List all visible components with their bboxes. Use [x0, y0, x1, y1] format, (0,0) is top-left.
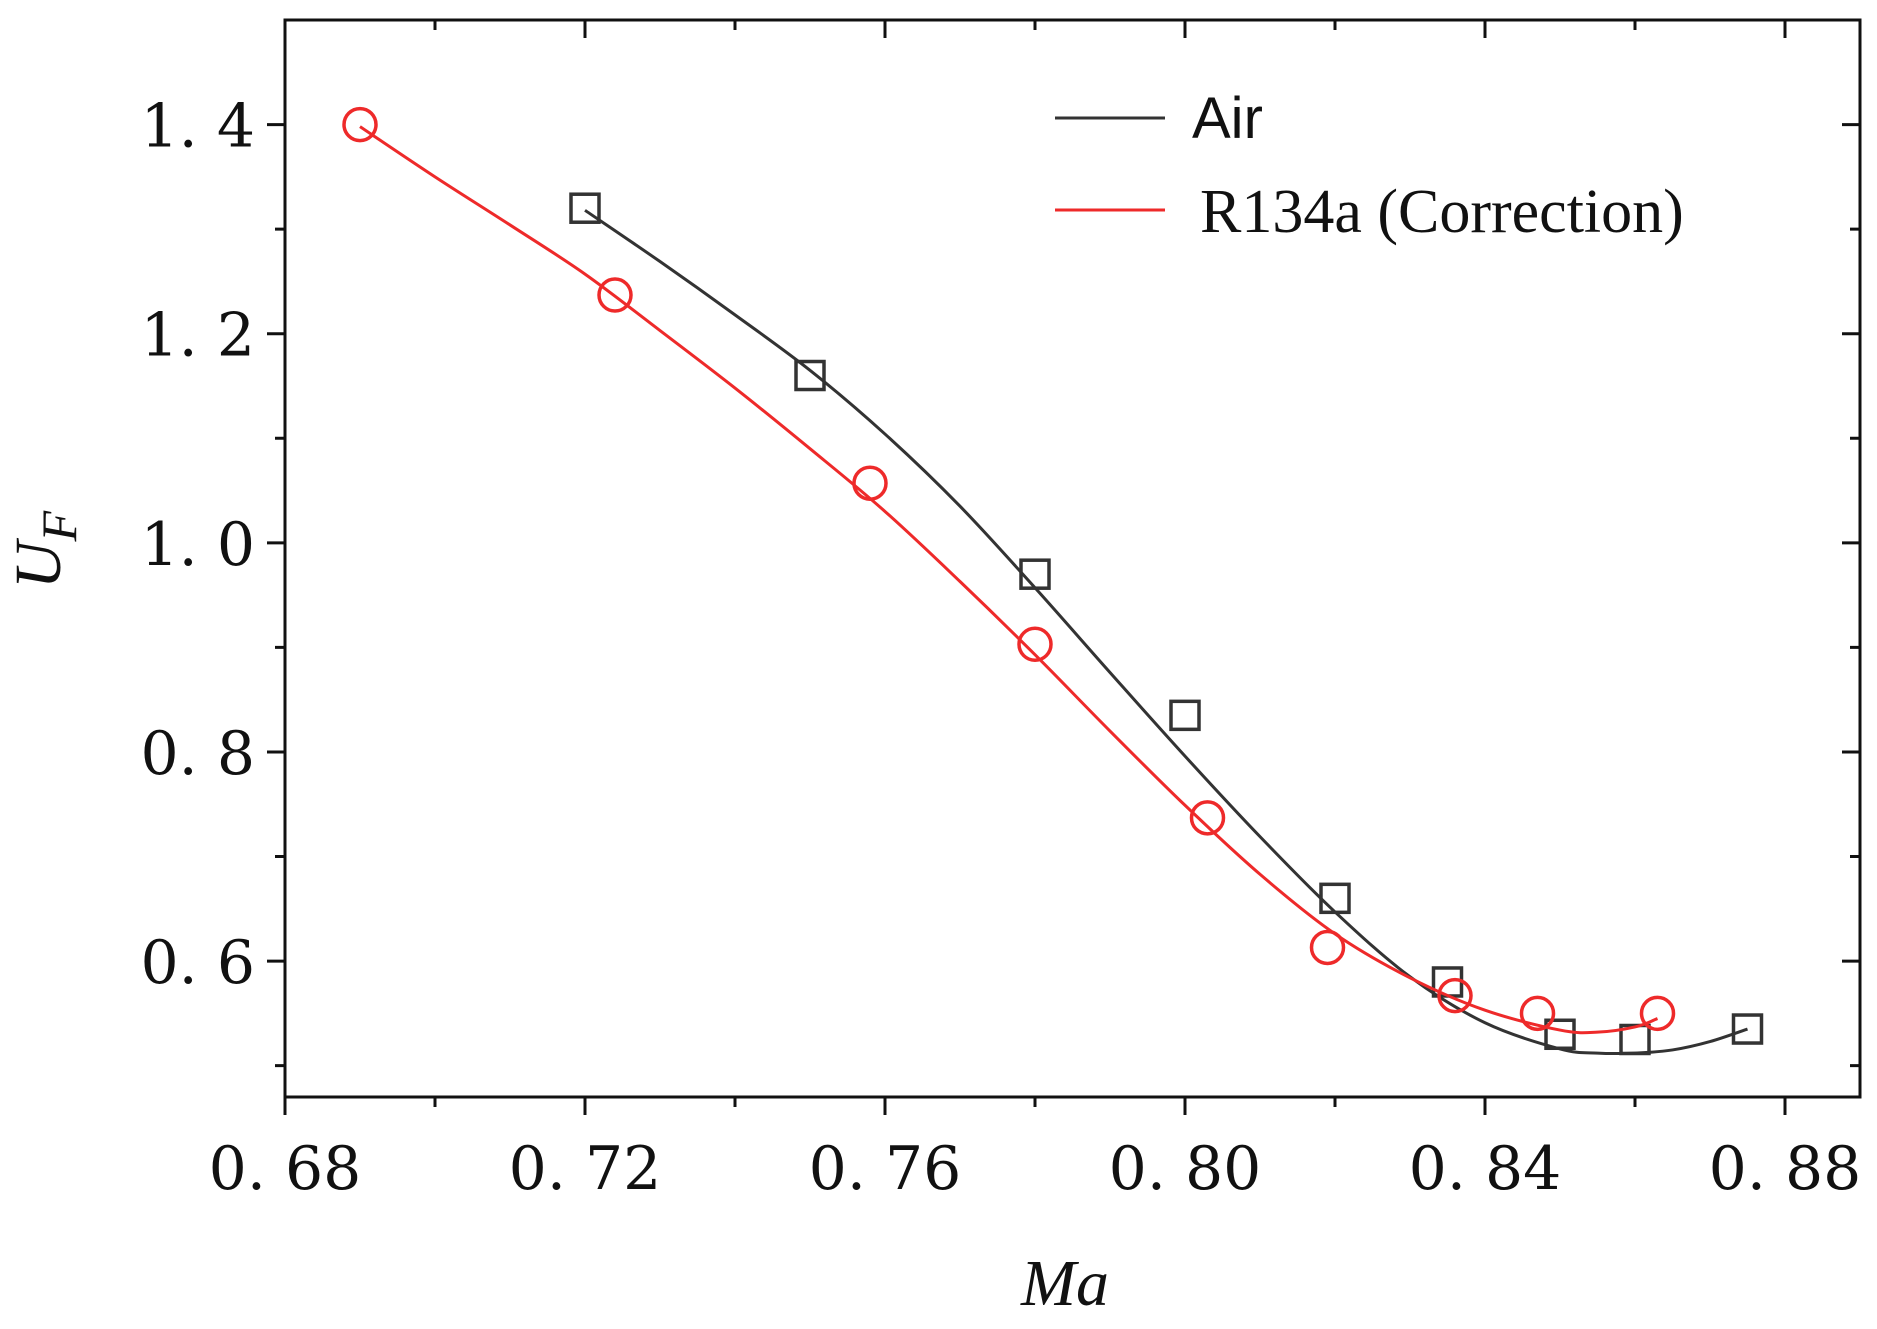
data-point-r134a	[1189, 800, 1226, 836]
data-point-r134a	[1309, 929, 1346, 966]
data-point-r134a	[1437, 977, 1473, 1014]
plot-frame	[283, 18, 1862, 1099]
y-tick-label: 1. 4	[141, 92, 256, 162]
fit-curve-air	[584, 209, 1748, 1056]
data-point-air	[1169, 699, 1201, 732]
x-tick-label: 0. 76	[809, 1134, 962, 1204]
data-point-air	[1319, 882, 1351, 915]
legend: Air R134a (Correction)	[1055, 86, 1684, 246]
data-point-r134a	[597, 277, 633, 313]
legend-label-air: Air	[1192, 86, 1263, 151]
data-point-r134a	[1519, 995, 1556, 1032]
data-point-air	[794, 359, 826, 392]
legend-label-r134a: R134a (Correction)	[1200, 178, 1684, 246]
y-axis-title-main: U	[2, 537, 75, 589]
x-tick-label: 0. 68	[209, 1134, 362, 1204]
data-point-air	[1731, 1013, 1764, 1045]
series-layer	[342, 106, 1764, 1056]
y-axis-title: UF	[2, 510, 87, 589]
data-point-r134a	[342, 106, 378, 143]
y-axis-title-sub: F	[31, 510, 87, 542]
x-tick-label: 0. 72	[509, 1134, 662, 1204]
data-point-r134a	[1017, 626, 1053, 662]
data-point-r134a	[1639, 995, 1676, 1032]
y-tick-label: 0. 6	[141, 928, 256, 998]
data-point-air	[569, 192, 601, 224]
y-tick-label: 1. 0	[141, 510, 256, 580]
data-point-air	[1019, 558, 1051, 590]
y-tick-label: 0. 8	[141, 719, 256, 789]
series-r134a	[342, 106, 1676, 1035]
ticks: 0. 68 0. 72 0. 76 0. 80 0. 84 0. 88 0. 6 0. 8 1.…	[141, 20, 1862, 1204]
svg-text:UF: UF	[2, 510, 87, 589]
data-point-air	[1544, 1018, 1576, 1051]
x-axis-title: Ma	[1020, 1247, 1109, 1320]
series-air	[569, 192, 1764, 1056]
x-tick-label: 0. 80	[1109, 1134, 1262, 1204]
axes	[283, 18, 1862, 1099]
x-tick-label: 0. 88	[1709, 1134, 1862, 1204]
x-tick-label: 0. 84	[1409, 1134, 1562, 1204]
fit-curve-r134a	[359, 125, 1659, 1035]
data-point-r134a	[852, 465, 888, 501]
y-tick-label: 1. 2	[141, 301, 256, 371]
